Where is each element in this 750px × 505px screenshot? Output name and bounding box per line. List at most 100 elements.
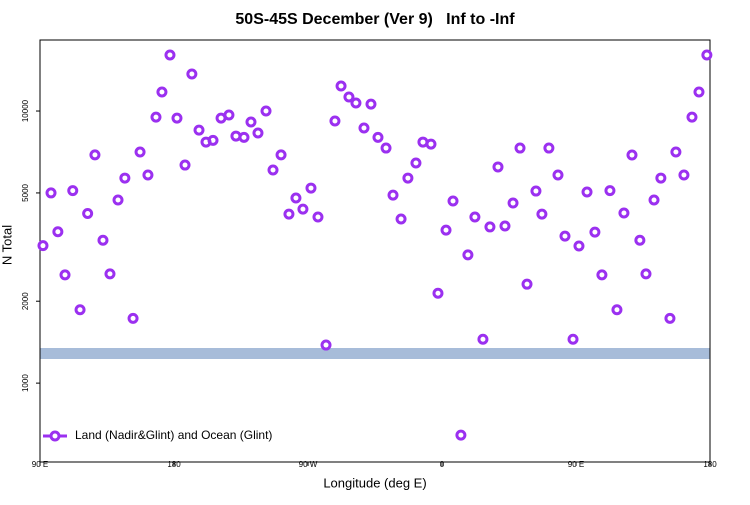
point	[387, 189, 399, 201]
point	[358, 122, 370, 134]
point	[260, 105, 272, 117]
point	[127, 312, 139, 324]
point	[297, 203, 309, 215]
point	[469, 211, 481, 223]
point	[320, 339, 332, 351]
point	[275, 149, 287, 161]
point	[655, 172, 667, 184]
point	[238, 131, 250, 143]
point	[365, 98, 377, 110]
band	[40, 348, 710, 359]
point	[45, 187, 57, 199]
point	[395, 213, 407, 225]
point	[530, 185, 542, 197]
point	[82, 208, 94, 220]
point	[104, 268, 116, 280]
point	[648, 194, 660, 206]
point	[552, 169, 564, 181]
point	[329, 115, 341, 127]
point	[514, 142, 526, 154]
point	[626, 149, 638, 161]
point	[440, 224, 452, 236]
point	[164, 49, 176, 61]
point	[223, 109, 235, 121]
legend: Land (Nadir&Glint) and Ocean (Glint)	[43, 428, 272, 442]
point	[402, 172, 414, 184]
point	[425, 138, 437, 150]
x-tick-label: 0	[440, 460, 445, 469]
x-tick-label: 90 W	[299, 460, 318, 469]
point	[455, 429, 467, 441]
point	[343, 91, 355, 103]
x-tick-label: 90 E	[32, 460, 48, 469]
point	[447, 195, 459, 207]
point	[693, 86, 705, 98]
x-tick-label: 180	[167, 460, 181, 469]
point	[37, 240, 49, 252]
point	[559, 230, 571, 242]
legend-marker	[49, 430, 61, 442]
point	[267, 164, 279, 176]
point	[89, 149, 101, 161]
point	[686, 111, 698, 123]
point	[596, 269, 608, 281]
point	[521, 278, 533, 290]
point	[290, 192, 302, 204]
point	[604, 185, 616, 197]
point	[410, 157, 422, 169]
point	[499, 220, 511, 232]
point	[492, 161, 504, 173]
point	[380, 142, 392, 154]
point	[372, 131, 384, 143]
point	[611, 304, 623, 316]
point	[52, 226, 64, 238]
y-tick-label: 2000	[21, 292, 30, 310]
point	[664, 312, 676, 324]
point	[634, 234, 646, 246]
point	[670, 146, 682, 158]
point	[186, 68, 198, 80]
x-tick-label: 180	[703, 460, 717, 469]
point	[312, 211, 324, 223]
point	[59, 269, 71, 281]
legend-text: Land (Nadir&Glint) and Ocean (Glint)	[75, 428, 272, 442]
point	[193, 124, 205, 136]
point	[543, 142, 555, 154]
x-tick-label: 90 E	[568, 460, 584, 469]
point	[67, 185, 79, 197]
point	[119, 172, 131, 184]
y-tick-label: 10000	[21, 99, 30, 122]
point	[536, 208, 548, 220]
point	[335, 80, 347, 92]
point	[640, 268, 652, 280]
point	[432, 287, 444, 299]
point	[701, 49, 713, 61]
point	[171, 112, 183, 124]
x-axis-label: Longitude (deg E)	[323, 475, 426, 490]
point	[207, 134, 219, 146]
point	[462, 249, 474, 261]
point	[142, 169, 154, 181]
point	[678, 169, 690, 181]
chart-title: 50S-45S December (Ver 9) Inf to -Inf	[235, 11, 515, 28]
point	[150, 111, 162, 123]
point	[252, 127, 264, 139]
point	[618, 207, 630, 219]
point	[350, 97, 362, 109]
point	[477, 333, 489, 345]
point	[156, 86, 168, 98]
point	[179, 159, 191, 171]
point	[134, 146, 146, 158]
point	[507, 197, 519, 209]
y-axis-label: N Total	[0, 225, 14, 265]
point	[589, 226, 601, 238]
point	[97, 234, 109, 246]
point	[567, 333, 579, 345]
point	[245, 116, 257, 128]
point	[305, 182, 317, 194]
plot-frame	[39, 39, 711, 463]
point	[573, 240, 585, 252]
point	[283, 208, 295, 220]
